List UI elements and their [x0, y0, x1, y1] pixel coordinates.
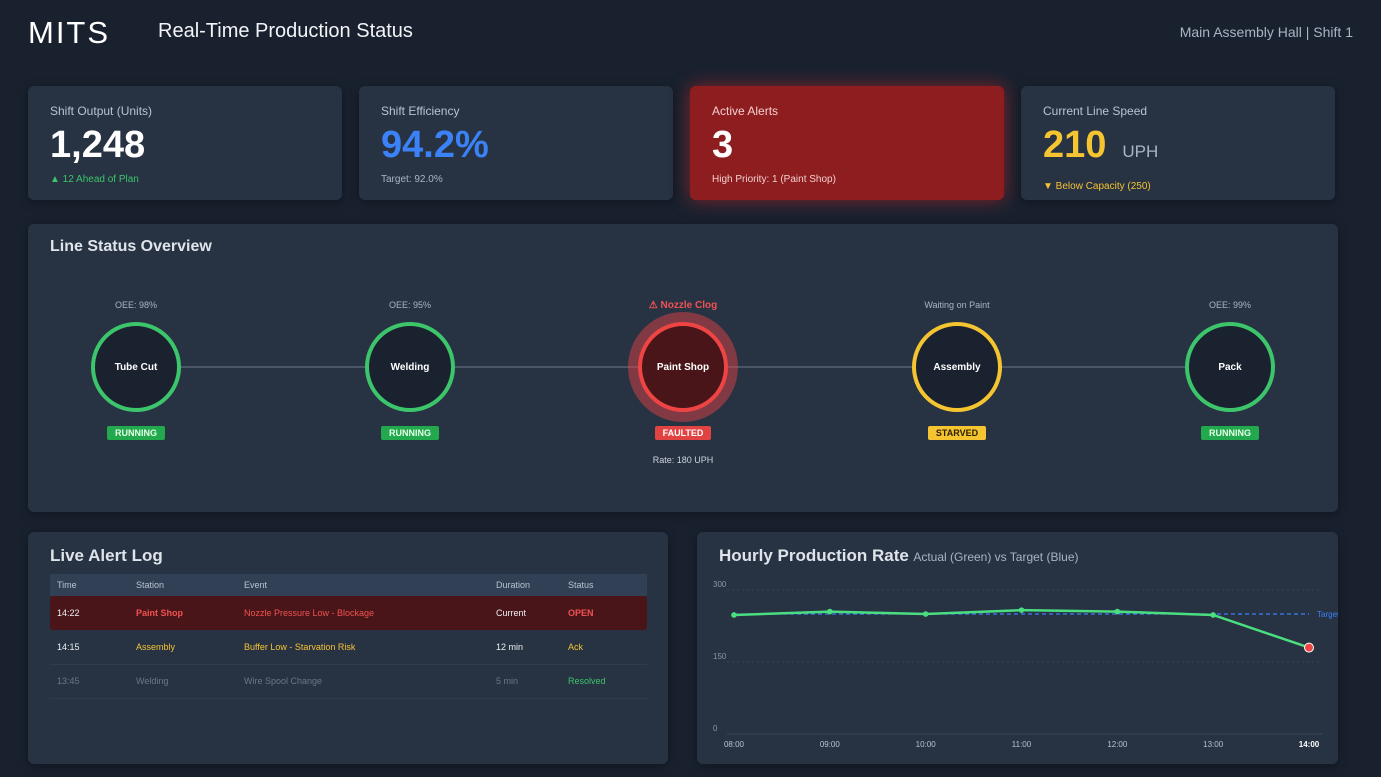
mits-logo: MITS: [28, 18, 110, 46]
station-metric: OEE: 98%: [114, 300, 158, 310]
x-tick-label: 13:00: [1203, 740, 1224, 749]
station-circle[interactable]: Paint Shop: [638, 322, 728, 412]
kpi-value: 94.2%: [381, 124, 489, 166]
y-tick-label: 300: [713, 580, 727, 589]
y-tick-label: 150: [713, 652, 727, 661]
column-header: Status: [561, 574, 647, 596]
kpi-line-speed: Current Line Speed 210 UPH ▼ Below Capaci…: [1021, 86, 1335, 200]
status-badge: STARVED: [927, 426, 987, 440]
fault-warning: ⚠ Nozzle Clog: [648, 300, 718, 311]
location-label: Main Assembly Hall | Shift 1: [1179, 24, 1353, 40]
station-pack[interactable]: OEE: 99% Pack RUNNING: [1150, 300, 1310, 441]
kpi-value: 1,248: [50, 124, 146, 166]
x-tick-label: 08:00: [724, 740, 745, 749]
kpi-value: 3: [712, 124, 734, 166]
station-tube-cut[interactable]: OEE: 98% Tube Cut RUNNING: [56, 300, 216, 441]
kpi-label: Active Alerts: [712, 104, 779, 118]
cell-event: Buffer Low - Starvation Risk: [237, 630, 489, 665]
table-row[interactable]: 14:15 Assembly Buffer Low - Starvation R…: [50, 630, 647, 665]
x-tick-label: 10:00: [916, 740, 937, 749]
station-paint-shop[interactable]: ⚠ Nozzle Clog Paint Shop FAULTED Rate: 1…: [603, 300, 763, 465]
kpi-sub: High Priority: 1 (Paint Shop): [712, 174, 836, 185]
status-badge: RUNNING: [107, 426, 165, 440]
chart-heading: Hourly Production Rate Actual (Green) vs…: [719, 546, 1316, 566]
data-point: [1210, 612, 1216, 618]
chart-title: Hourly Production Rate: [719, 546, 909, 565]
cell-station: Welding: [129, 664, 237, 699]
alert-log-table: Time Station Event Duration Status 14:22…: [50, 574, 647, 699]
kpi-sub: ▼ Below Capacity (250): [1043, 181, 1151, 192]
station-circle[interactable]: Pack: [1185, 322, 1275, 412]
kpi-active-alerts[interactable]: Active Alerts 3 High Priority: 1 (Paint …: [690, 86, 1004, 200]
kpi-value-row: 210 UPH: [1043, 124, 1313, 173]
column-header: Event: [237, 574, 489, 596]
section-title: Line Status Overview: [50, 238, 212, 255]
cell-time: 13:45: [50, 664, 129, 699]
status-badge: RUNNING: [1201, 426, 1259, 440]
kpi-sub: Target: 92.0%: [381, 174, 443, 185]
header: MITS Real-Time Production Status Main As…: [0, 0, 1381, 66]
cell-status: OPEN: [561, 596, 647, 630]
status-badge: RUNNING: [381, 426, 439, 440]
cell-time: 14:15: [50, 630, 129, 665]
station-circle[interactable]: Tube Cut: [91, 322, 181, 412]
series-line-actual: [733, 608, 1310, 649]
kpi-label: Shift Efficiency: [381, 104, 460, 118]
data-point: [1114, 608, 1121, 615]
kpi-label: Current Line Speed: [1043, 104, 1148, 118]
x-tick-label: 11:00: [1012, 740, 1032, 749]
table-header-row: Time Station Event Duration Status: [50, 574, 647, 596]
cell-station: Paint Shop: [129, 596, 237, 630]
station-circle[interactable]: Welding: [365, 322, 455, 412]
line-status-panel: Line Status Overview OEE: 98% Tube Cut R…: [28, 224, 1338, 512]
svg-text:MITS: MITS: [28, 18, 110, 46]
cell-duration: 12 min: [489, 630, 561, 665]
table-row[interactable]: 13:45 Welding Wire Spool Change 5 min Re…: [50, 664, 647, 699]
kpi-sub: ▲ 12 Ahead of Plan: [50, 174, 139, 185]
cell-event: Wire Spool Change: [237, 664, 489, 699]
data-point: [1018, 607, 1025, 613]
station-circle[interactable]: Assembly: [912, 322, 1002, 412]
alert-log-panel: Live Alert Log Time Station Event Durati…: [28, 532, 668, 764]
y-tick-label: 0: [713, 724, 718, 733]
section-title: Live Alert Log: [50, 546, 163, 565]
cell-time: 14:22: [50, 596, 129, 630]
column-header: Station: [129, 574, 237, 596]
kpi-label: Shift Output (Units): [50, 104, 153, 118]
table-row[interactable]: 14:22 Paint Shop Nozzle Pressure Low - B…: [50, 596, 647, 630]
target-label: Target: [1317, 610, 1338, 619]
station-welding[interactable]: OEE: 95% Welding RUNNING: [330, 300, 490, 441]
production-rate-panel: Hourly Production Rate Actual (Green) vs…: [697, 532, 1338, 764]
kpi-value: 210: [1043, 124, 1107, 166]
cell-status: Ack: [561, 630, 647, 665]
data-point: [827, 608, 833, 615]
data-point: [731, 612, 737, 618]
status-badge: FAULTED: [654, 426, 712, 440]
station-assembly[interactable]: Waiting on Paint Assembly STARVED: [877, 300, 1037, 441]
cell-status: Resolved: [561, 664, 647, 699]
station-metric: OEE: 95%: [388, 300, 432, 310]
kpi-unit: UPH: [1122, 142, 1159, 161]
x-tick-label: 09:00: [820, 740, 841, 749]
kpi-shift-output: Shift Output (Units) 1,248 ▲ 12 Ahead of…: [28, 86, 342, 200]
page-title: Real-Time Production Status: [158, 20, 413, 42]
kpi-shift-efficiency: Shift Efficiency 94.2% Target: 92.0%: [359, 86, 673, 200]
cell-station: Assembly: [129, 630, 237, 665]
cell-event: Nozzle Pressure Low - Blockage: [237, 596, 489, 630]
x-tick-label: 14:00: [1299, 740, 1320, 749]
station-rate: Rate: 180 UPH: [652, 455, 714, 465]
column-header: Duration: [489, 574, 561, 596]
production-rate-chart: 0 150 300 08:00 09:00 10:00 11:00 12:00 13:00 14:…: [713, 580, 1338, 749]
data-point: [922, 611, 929, 617]
chart-subtitle: Actual (Green) vs Target (Blue): [913, 550, 1079, 564]
data-point-alert: [1304, 642, 1314, 653]
column-header: Time: [50, 574, 129, 596]
station-metric: OEE: 99%: [1208, 300, 1252, 310]
station-metric: Waiting on Paint: [924, 300, 990, 310]
x-tick-label: 12:00: [1107, 740, 1128, 749]
cell-duration: 5 min: [489, 664, 561, 699]
cell-duration: Current: [489, 596, 561, 630]
